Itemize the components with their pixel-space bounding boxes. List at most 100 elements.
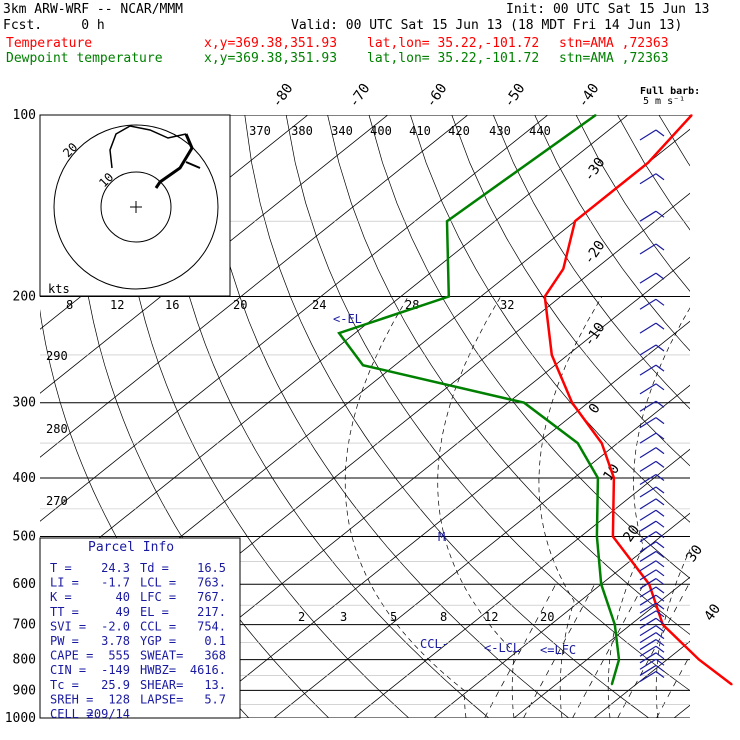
mixing-ratio-label: 2	[298, 610, 305, 624]
hodograph-ring-outer	[53, 124, 219, 290]
m-marker: M	[438, 530, 445, 544]
hodograph-trace-upper	[109, 125, 187, 169]
el-marker: <-EL	[333, 312, 362, 326]
wind-barb	[639, 417, 657, 429]
wind-barb	[639, 664, 657, 676]
sounding-point	[544, 295, 546, 298]
pressure-label-200: 200	[13, 290, 36, 305]
wind-barb-flag	[655, 586, 665, 594]
wind-barb-flag	[655, 344, 665, 352]
parcel-label: Td =	[140, 561, 169, 575]
pressure-label-600: 600	[13, 577, 36, 592]
wind-speed-label: 20	[233, 298, 247, 312]
parcel-value: 767.	[197, 590, 226, 604]
wind-barb	[639, 610, 657, 622]
lcl-marker: <-LCL	[484, 641, 520, 655]
wind-barb	[639, 645, 657, 657]
parcel-value: 0.1	[204, 634, 226, 648]
isotherm-line	[433, 512, 690, 718]
parcel-label: TT =	[50, 605, 79, 619]
wind-barb	[639, 129, 657, 141]
isotherm-label: -40	[575, 81, 603, 111]
wind-barb-flag	[655, 602, 665, 610]
pressure-label-1000: 1000	[5, 711, 36, 726]
parcel-label: SWEAT=	[140, 649, 183, 663]
wind-barb	[639, 652, 657, 664]
wind-barb-flag	[655, 474, 665, 481]
dry-adiabat	[617, 115, 690, 231]
theta-label: 430	[489, 124, 511, 138]
parcel-value: -1.7	[101, 576, 130, 590]
mixing-ratio-line	[523, 584, 595, 718]
parcel-value: 555	[108, 649, 130, 663]
isotherm-line	[673, 704, 690, 718]
parcel-value: 49	[116, 605, 130, 619]
mixing-ratio-line	[484, 584, 557, 718]
wind-barb	[639, 569, 657, 581]
sounding-point	[576, 442, 579, 444]
sounding-point	[731, 683, 733, 686]
forecast-hour: Fcst. 0 h	[3, 18, 105, 33]
sounding-point	[594, 114, 597, 116]
theta-label: 370	[249, 124, 271, 138]
wind-barb-flag	[655, 610, 665, 618]
temperature-station: stn=AMA ,72363	[559, 36, 669, 51]
parcel-label: YGP =	[140, 634, 176, 648]
wind-barb-flag	[655, 460, 665, 468]
mixing-ratio-line	[572, 584, 645, 718]
barb-legend-title: Full barb:	[640, 86, 700, 97]
wind-speed-label: 12	[110, 298, 124, 312]
wind-barb	[639, 383, 657, 395]
pressure-label-500: 500	[13, 529, 36, 544]
pressure-label-400: 400	[13, 471, 36, 486]
parcel-value: -2.0	[101, 619, 130, 633]
parcel-value: 4616.	[190, 663, 226, 677]
init-time: Init: 00 UTC Sat 15 Jun 13	[506, 2, 710, 17]
parcel-label: LAPSE=	[140, 692, 183, 706]
parcel-label: SHEAR=	[140, 678, 183, 692]
wind-barb	[639, 272, 657, 284]
wind-barb	[639, 460, 657, 472]
wind-barb-flag	[655, 498, 665, 506]
parcel-value: 16.5	[197, 561, 226, 575]
wind-barb	[639, 625, 657, 637]
wind-speed-unit: kts	[48, 282, 70, 296]
isotherm-label: 40	[701, 601, 724, 624]
wind-barb-flag	[655, 625, 665, 633]
moist-adiabat	[655, 548, 690, 718]
wind-barb-flag	[655, 210, 665, 218]
parcel-label: LFC =	[140, 590, 176, 604]
isotherm-line	[193, 320, 690, 718]
mixing-ratio-line	[617, 584, 690, 718]
wind-barb-flag	[655, 645, 665, 653]
parcel-value: 3.78	[101, 634, 130, 648]
sounding-point	[613, 623, 616, 626]
parcel-label: K =	[50, 590, 72, 604]
dry-adiabat	[368, 115, 690, 579]
wind-barb	[639, 658, 657, 670]
sounding-point	[618, 658, 620, 661]
wind-barb	[639, 400, 657, 412]
parcel-value: -149	[101, 663, 130, 677]
sounding-point	[551, 354, 553, 356]
theta-label: 340	[331, 124, 353, 138]
wind-barb	[639, 473, 657, 486]
isotherm-line	[513, 576, 690, 718]
isotherm-label: 20	[620, 522, 643, 545]
wind-barb-flag	[655, 383, 665, 391]
wind-barb	[639, 632, 657, 644]
sounding-point	[523, 401, 525, 404]
wind-barb	[639, 602, 657, 614]
parcel-value: 25.9	[101, 678, 130, 692]
dry-adiabat	[534, 115, 690, 352]
isotherm-line	[40, 115, 548, 522]
wind-barb-flag	[655, 520, 665, 528]
pressure-label-100: 100	[13, 108, 36, 123]
theta-label: 410	[409, 124, 431, 138]
mixing-ratio-label: 8	[440, 610, 447, 624]
dewpoint-latlon: lat,lon= 35.22,-101.72	[367, 51, 540, 66]
wind-barb-flag	[655, 671, 665, 679]
wind-barb-flag	[655, 569, 665, 577]
wind-barb-flag	[655, 322, 665, 330]
isotherm-line	[40, 115, 468, 458]
